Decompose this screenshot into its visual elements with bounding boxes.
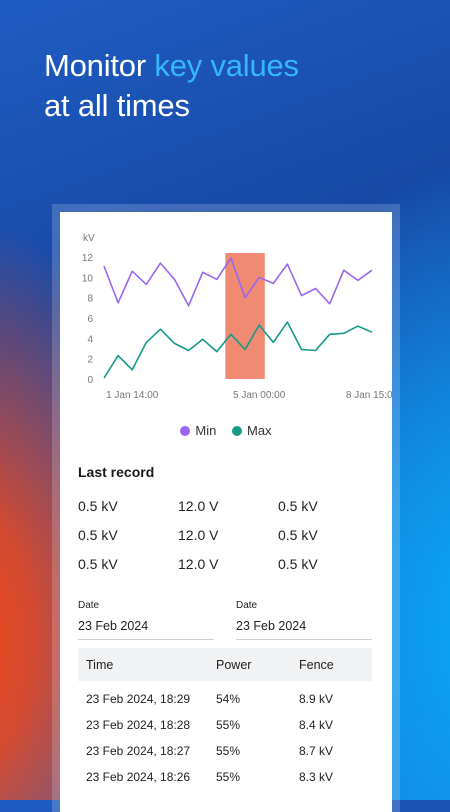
last-record-cell: 0.5 kV <box>278 527 318 543</box>
cell-fence: 8.7 kV <box>299 744 334 758</box>
cell-time: 23 Feb 2024, 18:26 <box>86 770 191 784</box>
phone-card: kV 0 2 4 6 8 10 12 1 Jan 14:00 5 Jan 00:00 8 Jan 1… <box>60 212 392 812</box>
last-record-row: 0.5 kV 12.0 V 0.5 kV <box>78 498 378 527</box>
date-to-value: 23 Feb 2024 <box>236 619 307 633</box>
legend-dot-min <box>180 425 191 436</box>
date-from-field[interactable]: Date 23 Feb 2024 <box>78 600 214 640</box>
series-line-max <box>103 321 373 379</box>
table-row[interactable]: 23 Feb 2024, 18:29 54% 8.9 kV <box>78 686 372 712</box>
header-power[interactable]: Power <box>216 657 252 672</box>
y-tick-label: 4 <box>87 334 93 345</box>
last-record-cell: 0.5 kV <box>78 527 118 543</box>
last-record-cell: 0.5 kV <box>278 498 318 514</box>
table-row[interactable]: 23 Feb 2024, 18:26 55% 8.3 kV <box>78 764 372 790</box>
cell-power: 55% <box>216 718 241 732</box>
series-line-min <box>103 257 373 307</box>
y-tick-label: 10 <box>82 273 94 284</box>
headline-accent: key values <box>154 48 299 83</box>
legend-item-min[interactable]: Min <box>180 423 216 438</box>
headline: Monitor key values at all times <box>44 46 299 126</box>
cell-fence: 8.4 kV <box>299 718 334 732</box>
line-chart: kV 0 2 4 6 8 10 12 1 Jan 14:00 5 Jan 00:00 8 Jan 1… <box>82 233 392 401</box>
last-record-row: 0.5 kV 12.0 V 0.5 kV <box>78 527 378 556</box>
last-record-cell: 12.0 V <box>178 527 219 543</box>
last-record-cell: 0.5 kV <box>78 556 118 572</box>
headline-line-2: at all times <box>44 88 190 123</box>
legend-label-max: Max <box>247 423 272 438</box>
cell-time: 23 Feb 2024, 18:29 <box>86 692 191 706</box>
table-row[interactable]: 23 Feb 2024, 18:28 55% 8.4 kV <box>78 712 372 738</box>
last-record-cell: 12.0 V <box>178 556 219 572</box>
cell-fence: 8.9 kV <box>299 692 334 706</box>
date-to-field[interactable]: Date 23 Feb 2024 <box>236 600 372 640</box>
last-record-cell: 0.5 kV <box>278 556 318 572</box>
headline-line-1: Monitor key values <box>44 46 299 86</box>
x-tick-label: 8 Jan 15:00 <box>346 390 392 401</box>
cell-time: 23 Feb 2024, 18:27 <box>86 744 191 758</box>
last-record-row: 0.5 kV 12.0 V 0.5 kV <box>78 556 378 585</box>
last-record-cell: 0.5 kV <box>78 498 118 514</box>
cell-time: 23 Feb 2024, 18:28 <box>86 718 191 732</box>
y-tick-label: 12 <box>82 253 94 264</box>
y-axis-unit: kV <box>83 233 95 244</box>
legend-item-max[interactable]: Max <box>232 423 272 438</box>
y-tick-label: 0 <box>87 375 93 386</box>
header-fence[interactable]: Fence <box>299 657 334 672</box>
cell-power: 55% <box>216 744 241 758</box>
chart-legend: Min Max <box>60 423 392 439</box>
last-record-grid: 0.5 kV 12.0 V 0.5 kV 0.5 kV 12.0 V 0.5 k… <box>78 498 378 585</box>
headline-prefix: Monitor <box>44 48 146 83</box>
last-record-cell: 12.0 V <box>178 498 219 514</box>
y-tick-label: 6 <box>87 314 93 325</box>
date-from-value: 23 Feb 2024 <box>78 619 149 633</box>
date-from-label: Date <box>78 600 100 611</box>
legend-label-min: Min <box>195 423 217 438</box>
date-to-label: Date <box>236 600 258 611</box>
cell-fence: 8.3 kV <box>299 770 334 784</box>
last-record-title: Last record <box>78 464 155 480</box>
table-header: Time Power Fence <box>78 648 372 681</box>
highlight-band <box>225 253 265 379</box>
y-tick-label: 8 <box>87 294 93 305</box>
x-tick-label: 1 Jan 14:00 <box>106 390 159 401</box>
table-row[interactable]: 23 Feb 2024, 18:27 55% 8.7 kV <box>78 738 372 764</box>
legend-dot-max <box>232 425 242 436</box>
y-tick-label: 2 <box>87 355 93 366</box>
x-tick-label: 5 Jan 00:00 <box>233 390 286 401</box>
cell-power: 54% <box>216 692 241 706</box>
header-time[interactable]: Time <box>86 657 114 672</box>
cell-power: 55% <box>216 770 241 784</box>
table-body: 23 Feb 2024, 18:29 54% 8.9 kV 23 Feb 202… <box>78 681 372 790</box>
records-table: Time Power Fence 23 Feb 2024, 18:29 54% … <box>78 648 372 790</box>
